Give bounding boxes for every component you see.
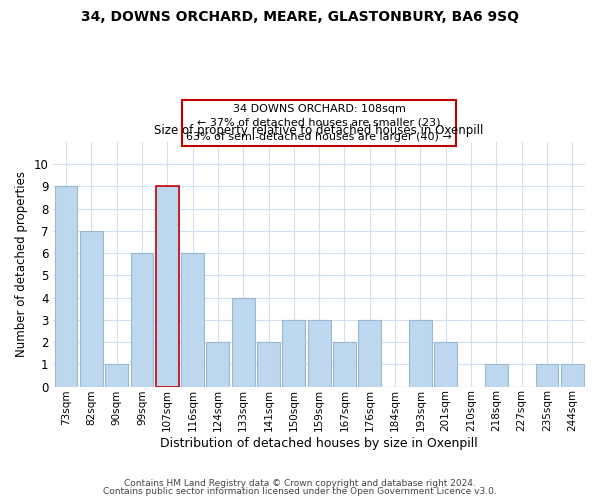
Bar [561, 364, 584, 386]
Bar [536, 364, 559, 386]
X-axis label: Distribution of detached houses by size in Oxenpill: Distribution of detached houses by size … [160, 437, 478, 450]
Bar [80, 231, 103, 386]
Bar [232, 298, 254, 386]
Bar [181, 253, 204, 386]
Bar [156, 186, 179, 386]
Bar [308, 320, 331, 386]
Bar [131, 253, 154, 386]
Y-axis label: Number of detached properties: Number of detached properties [15, 172, 28, 358]
Title: Size of property relative to detached houses in Oxenpill: Size of property relative to detached ho… [154, 124, 484, 136]
Bar [434, 342, 457, 386]
Bar [55, 186, 77, 386]
Text: 34, DOWNS ORCHARD, MEARE, GLASTONBURY, BA6 9SQ: 34, DOWNS ORCHARD, MEARE, GLASTONBURY, B… [81, 10, 519, 24]
Text: Contains HM Land Registry data © Crown copyright and database right 2024.: Contains HM Land Registry data © Crown c… [124, 478, 476, 488]
Bar [358, 320, 381, 386]
Text: Contains public sector information licensed under the Open Government Licence v3: Contains public sector information licen… [103, 487, 497, 496]
Bar [283, 320, 305, 386]
Text: 34 DOWNS ORCHARD: 108sqm
← 37% of detached houses are smaller (23)
63% of semi-d: 34 DOWNS ORCHARD: 108sqm ← 37% of detach… [186, 104, 452, 142]
Bar [409, 320, 432, 386]
Bar [257, 342, 280, 386]
Bar [485, 364, 508, 386]
Bar [105, 364, 128, 386]
Bar [206, 342, 229, 386]
Bar [333, 342, 356, 386]
